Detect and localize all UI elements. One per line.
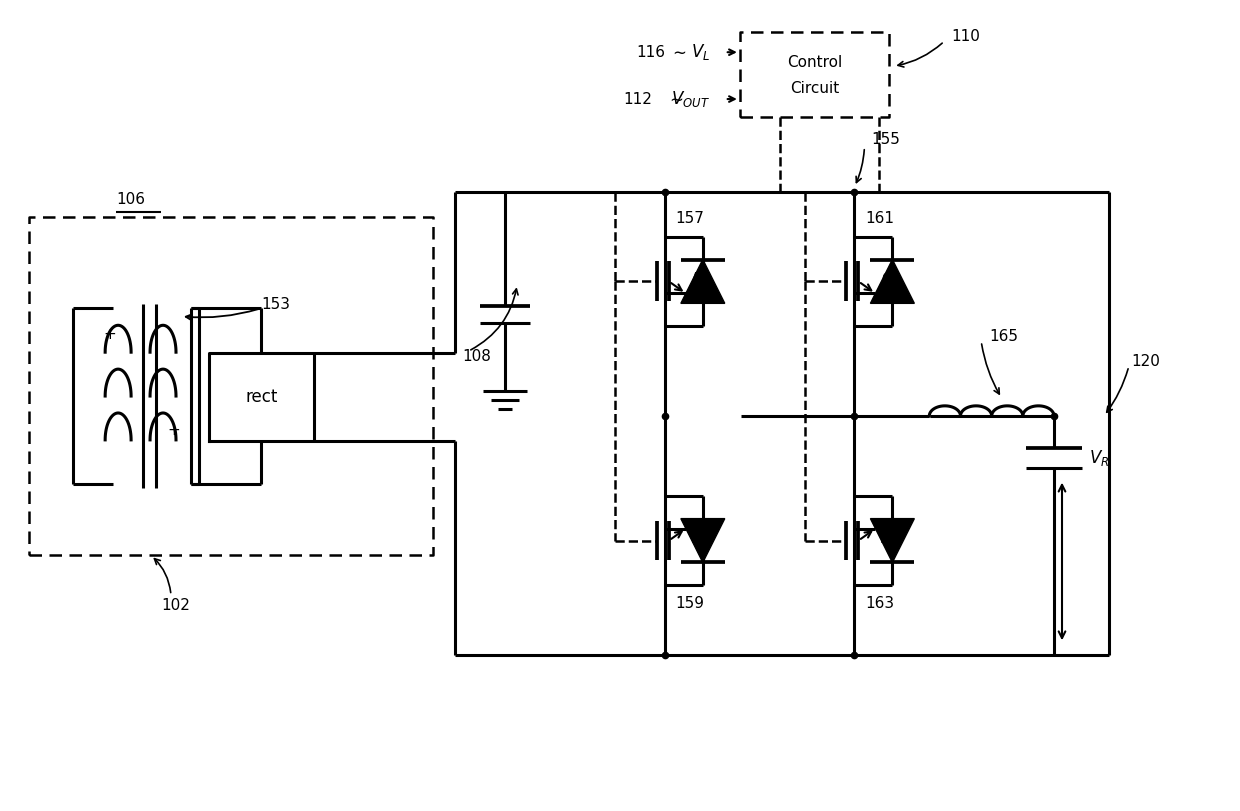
Text: 108: 108 [463,349,491,363]
Text: $V_{OUT}$: $V_{OUT}$ [671,89,709,109]
Text: $V_L$: $V_L$ [691,42,709,62]
Text: 120: 120 [1131,354,1159,369]
Polygon shape [681,518,724,563]
Text: rect: rect [246,388,278,406]
Polygon shape [870,518,914,563]
Text: 153: 153 [262,297,290,312]
Text: 161: 161 [866,211,894,226]
Text: 159: 159 [676,596,704,611]
Text: Control: Control [787,55,842,71]
Polygon shape [681,260,724,303]
Text: 165: 165 [990,328,1018,344]
Text: 163: 163 [864,596,894,611]
Text: D: D [880,531,893,546]
Text: 102: 102 [161,598,191,613]
Text: $\sim$: $\sim$ [666,90,683,108]
Text: C: C [880,272,892,287]
Text: Circuit: Circuit [790,81,839,96]
Polygon shape [870,260,914,303]
Text: 112: 112 [622,92,652,106]
Text: 110: 110 [951,28,980,44]
Text: 157: 157 [676,211,704,226]
Text: +: + [167,423,180,439]
Text: 155: 155 [872,132,900,148]
Text: 116: 116 [636,45,665,60]
Text: B: B [691,531,703,546]
Text: $V_R$: $V_R$ [1089,448,1110,468]
Text: $\sim$: $\sim$ [670,43,687,61]
Text: 106: 106 [117,191,145,207]
Text: A: A [691,272,703,287]
Text: +: + [104,327,117,341]
